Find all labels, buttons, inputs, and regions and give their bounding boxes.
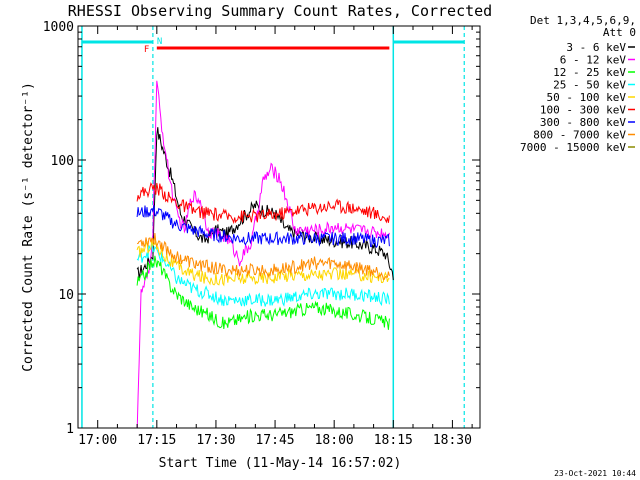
night-label: N — [157, 37, 162, 47]
legend-entry: 50 - 100 keV — [547, 91, 627, 104]
series-line — [136, 238, 390, 287]
x-tick-label: 18:30 — [433, 433, 472, 448]
x-tick-label: 17:00 — [78, 433, 117, 448]
x-tick-label: 17:30 — [196, 433, 235, 448]
legend-entry: 25 - 50 keV — [553, 79, 626, 92]
x-tick-label: 17:15 — [137, 433, 176, 448]
chart-title: RHESSI Observing Summary Count Rates, Co… — [68, 2, 492, 20]
x-tick-label: 17:45 — [255, 433, 294, 448]
footer-timestamp: 23-Oct-2021 10:44 — [554, 469, 636, 478]
legend-entry: 300 - 800 keV — [540, 116, 626, 129]
legend-entry: 800 - 7000 keV — [533, 129, 626, 142]
legend-entry: 7000 - 15000 keV — [520, 141, 626, 154]
y-tick-label: 1000 — [43, 20, 74, 35]
flare-label: F — [144, 45, 149, 55]
x-axis-label: Start Time (11-May-14 16:57:02) — [159, 456, 402, 471]
series-line — [136, 182, 390, 225]
series-line — [136, 255, 390, 330]
y-axis-label: Corrected Count Rate (s⁻¹ detector⁻¹) — [21, 82, 36, 372]
plot-area — [78, 26, 480, 428]
legend-entry: 100 - 300 keV — [540, 104, 626, 117]
y-tick-label: 100 — [51, 154, 74, 169]
series-line — [136, 242, 390, 307]
y-tick-label: 1 — [66, 422, 74, 437]
legend-entry: 12 - 25 keV — [553, 66, 626, 79]
series-line — [136, 127, 394, 281]
legend-header: Att 0 — [603, 26, 636, 39]
y-tick-label: 10 — [58, 288, 74, 303]
legend-header: Det 1,3,4,5,6,9, — [530, 14, 636, 27]
series-line — [136, 233, 390, 281]
series-line — [136, 205, 390, 249]
x-tick-label: 18:15 — [374, 433, 413, 448]
legend-entry: 3 - 6 keV — [566, 41, 626, 54]
series-line — [136, 80, 390, 428]
plot-frame — [77, 25, 481, 429]
x-tick-label: 18:00 — [315, 433, 354, 448]
legend-entry: 6 - 12 keV — [560, 54, 627, 67]
